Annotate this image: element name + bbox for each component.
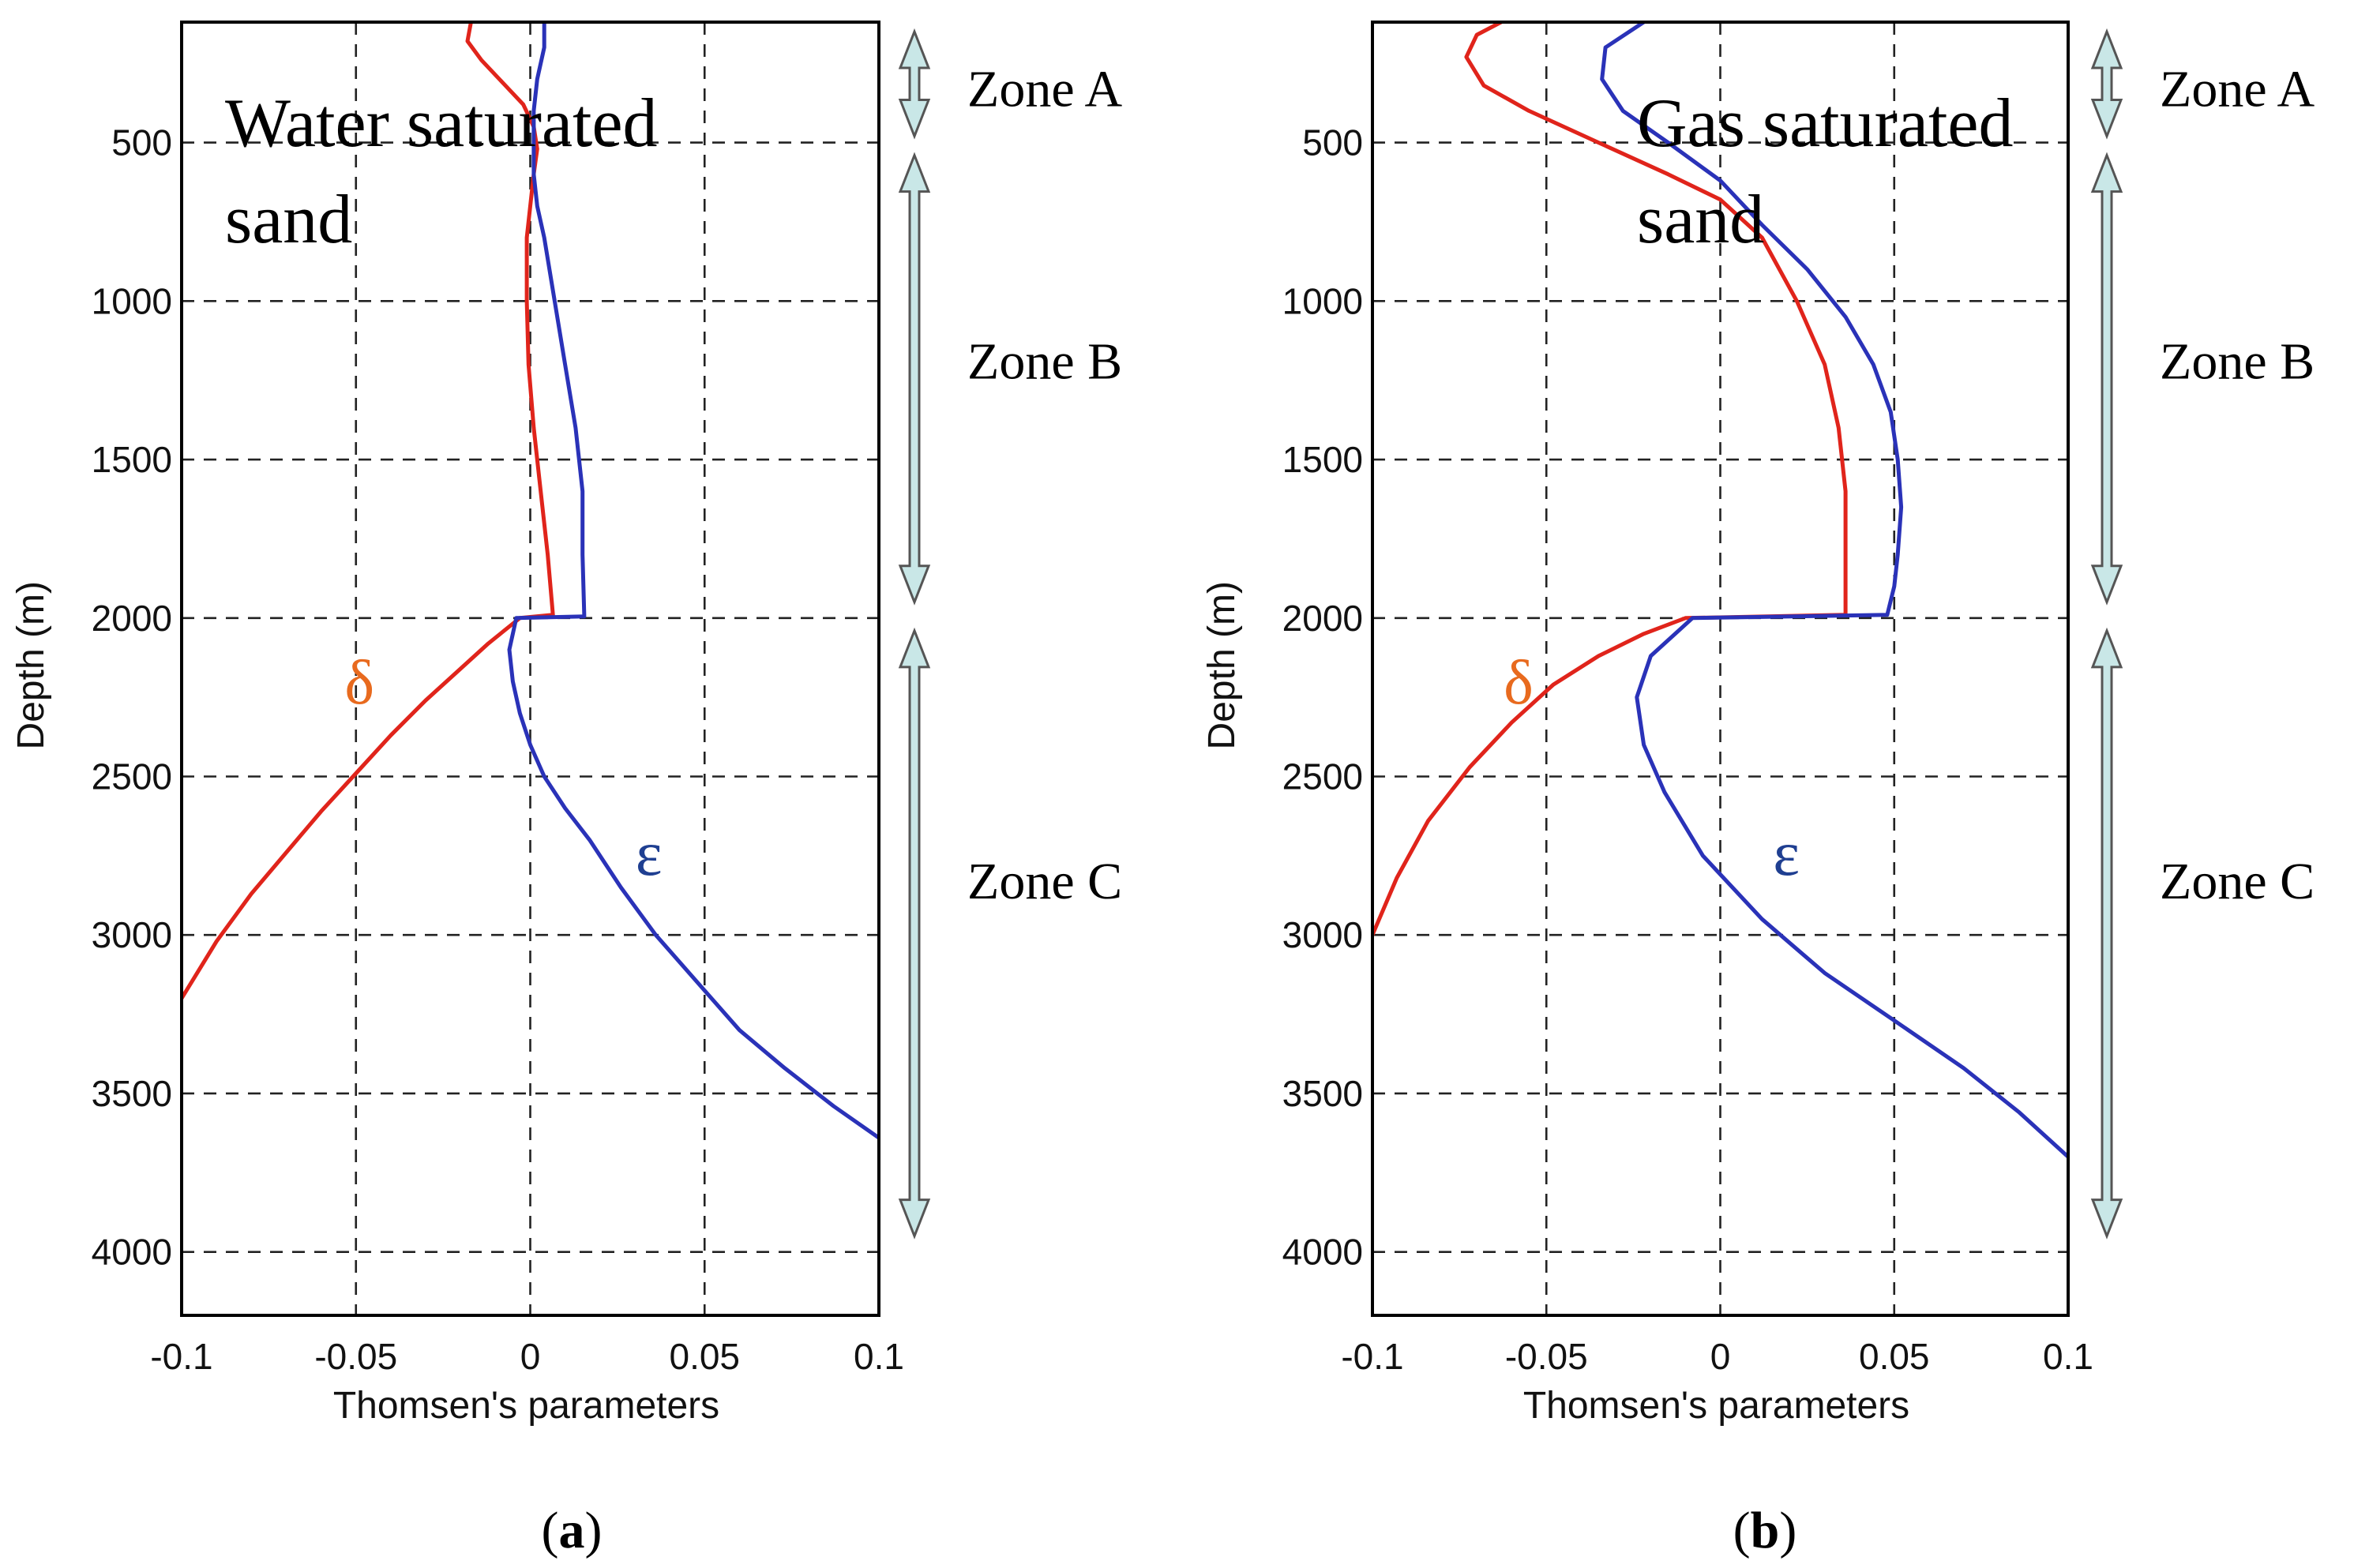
x-tick-label: -0.05 [1505, 1336, 1588, 1377]
delta-curve [1372, 22, 1848, 937]
x-tick-label: -0.1 [1341, 1336, 1403, 1377]
grid [182, 22, 879, 1315]
epsilon-curve [1600, 22, 2068, 1159]
zone-double-arrow-icon [2090, 152, 2123, 606]
x-tick-label: 0.05 [669, 1336, 740, 1377]
y-tick-label: 2000 [92, 598, 172, 639]
y-tick-label: 500 [1302, 122, 1363, 163]
y-tick-label: 500 [111, 122, 172, 163]
zone-label: Zone B [2160, 333, 2315, 391]
zone-double-arrow-icon [898, 627, 931, 1240]
inset-title-line: Gas saturated [1637, 85, 2013, 162]
inset-title-line: sand [225, 182, 352, 258]
zone-label: Zone A [2160, 60, 2315, 118]
panel-label: (a) [542, 1502, 603, 1559]
plot-frame [1371, 21, 2070, 1317]
y-tick-label: 2000 [1282, 598, 1363, 639]
panel-label-letter: a [559, 1502, 585, 1559]
y-tick-label: 2500 [92, 756, 172, 797]
y-tick-label: 2500 [1282, 756, 1363, 797]
epsilon-curve [507, 22, 879, 1140]
panel-a: Water saturated sand -0.1 -0.05 0 0.05 0.1 500 1… [10, 21, 1122, 1559]
y-tick-label: 3000 [1282, 914, 1363, 955]
plot-frame [180, 21, 880, 1317]
y-axis-title: Depth (m) [1201, 581, 1243, 749]
grid [1372, 22, 2068, 1315]
x-tick-label: 0.1 [2043, 1336, 2093, 1377]
zone-double-arrow-icon [2090, 627, 2123, 1240]
x-tick-label: 0 [520, 1336, 541, 1377]
zone-label: Zone C [2160, 853, 2315, 910]
zone-label: Zone A [967, 60, 1122, 118]
zone-double-arrow-icon [898, 28, 931, 140]
y-tick-label: 3500 [92, 1073, 172, 1114]
zone-label: Zone B [967, 333, 1122, 391]
y-tick-label: 3000 [92, 914, 172, 955]
x-axis-title: Thomsen's parameters [333, 1385, 719, 1427]
y-tick-label: 1500 [92, 439, 172, 480]
inset-title-line: Water saturated [225, 85, 658, 162]
y-tick-label: 3500 [1282, 1073, 1363, 1114]
zone-double-arrow-icon [898, 152, 931, 606]
x-tick-label: -0.1 [150, 1336, 212, 1377]
y-tick-label: 1500 [1282, 439, 1363, 480]
panel-b: Gas saturated sand -0.1 -0.05 0 0.05 0.1 500 100… [1201, 21, 2315, 1559]
delta-label: δ [1504, 648, 1534, 718]
delta-curve [182, 22, 555, 1000]
inset-title-line: sand [1637, 182, 1764, 258]
y-tick-label: 4000 [1282, 1232, 1363, 1273]
x-tick-label: 0.05 [1859, 1336, 1930, 1377]
y-tick-label: 1000 [92, 280, 172, 321]
delta-label: δ [344, 648, 374, 718]
x-tick-label: 0.1 [854, 1336, 904, 1377]
y-tick-label: 4000 [92, 1232, 172, 1273]
x-axis-title: Thomsen's parameters [1523, 1385, 1909, 1427]
y-axis-title: Depth (m) [10, 581, 52, 749]
panel-label-letter: b [1751, 1502, 1780, 1559]
zone-label: Zone C [967, 853, 1122, 910]
x-tick-label: -0.05 [314, 1336, 397, 1377]
zone-double-arrow-icon [2090, 28, 2123, 140]
epsilon-label: ε [636, 820, 663, 889]
epsilon-label: ε [1773, 820, 1800, 889]
panel-label: (b) [1733, 1502, 1797, 1559]
x-tick-label: 0 [1710, 1336, 1731, 1377]
y-tick-label: 1000 [1282, 280, 1363, 321]
